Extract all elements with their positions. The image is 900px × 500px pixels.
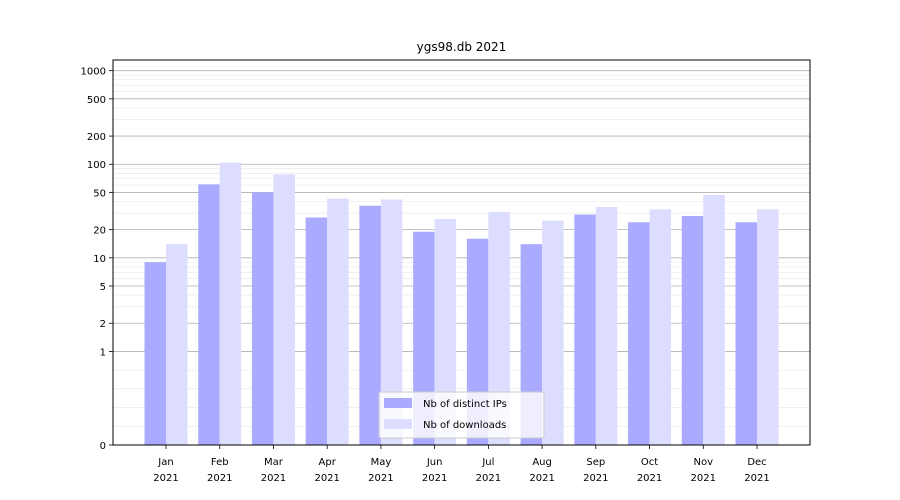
- bar-downloads: [488, 211, 510, 445]
- legend-swatch-downloads: [384, 419, 412, 429]
- bar-distinct-ips: [359, 205, 381, 445]
- x-tick-label-year: 2021: [744, 473, 769, 484]
- x-tick-label-year: 2021: [207, 473, 232, 484]
- x-tick-label-month: Jun: [426, 457, 443, 468]
- y-tick-label: 20: [93, 226, 106, 237]
- bar-downloads: [166, 244, 188, 445]
- y-tick-label: 1000: [81, 67, 106, 78]
- x-tick-label-month: Feb: [211, 457, 229, 468]
- bar-distinct-ips: [305, 217, 328, 445]
- bar-distinct-ips: [251, 192, 274, 445]
- x-tick-label-year: 2021: [153, 473, 178, 484]
- bar-downloads: [434, 218, 457, 445]
- y-tick-label: 200: [87, 132, 106, 143]
- x-tick-label-month: Oct: [641, 457, 658, 468]
- y-tick-label: 100: [87, 160, 106, 171]
- y-tick-label: 50: [93, 188, 106, 199]
- bar-distinct-ips: [681, 215, 704, 445]
- bar-downloads: [542, 220, 564, 445]
- x-tick-label-month: May: [371, 457, 392, 468]
- legend-label-distinct-ips: Nb of distinct IPs: [423, 399, 507, 410]
- x-tick-label-month: Nov: [694, 457, 714, 468]
- plot-frame: [112, 59, 811, 446]
- x-tick-label-month: Sep: [586, 457, 605, 468]
- y-tick-label: 0: [100, 441, 106, 452]
- x-tick-label-month: Aug: [532, 457, 552, 468]
- legend: Nb of distinct IPs Nb of downloads: [378, 391, 545, 439]
- x-axis: Jan 2021 Feb 2021 Mar 2021 Apr 2021 May 2021 Jun 20…: [153, 445, 770, 484]
- x-tick-label-year: 2021: [368, 473, 393, 484]
- legend-box: [378, 391, 545, 439]
- bar-downloads: [595, 206, 618, 445]
- y-tick-label: 500: [87, 95, 106, 106]
- x-tick-label-month: Jan: [157, 457, 173, 468]
- bar-downloads: [273, 174, 295, 445]
- x-tick-label-year: 2021: [529, 473, 554, 484]
- y-tick-label: 5: [100, 282, 106, 293]
- y-tick-label: 2: [100, 319, 106, 330]
- bar-downloads: [380, 199, 403, 445]
- y-tick-label: 1: [100, 347, 106, 358]
- x-tick-label-year: 2021: [691, 473, 716, 484]
- x-tick-label-year: 2021: [637, 473, 662, 484]
- x-tick-label-month: Mar: [264, 457, 284, 468]
- bar-downloads: [219, 162, 242, 445]
- x-tick-label-month: Apr: [319, 457, 337, 468]
- x-tick-label-year: 2021: [314, 473, 339, 484]
- y-axis: 0 1 2 5 10 20 50 100 200 500 1000: [81, 67, 113, 452]
- x-tick-label-month: Jul: [481, 457, 494, 468]
- x-tick-label-year: 2021: [261, 473, 286, 484]
- x-tick-label-month: Dec: [747, 457, 766, 468]
- bar-distinct-ips: [574, 214, 596, 445]
- bar-downloads: [703, 194, 725, 445]
- y-tick-label: 10: [93, 254, 106, 265]
- x-tick-label-year: 2021: [583, 473, 608, 484]
- bar-distinct-ips: [198, 184, 220, 445]
- chart-title: ygs98.db 2021: [417, 40, 507, 54]
- bar-distinct-ips: [735, 222, 757, 445]
- x-tick-label-year: 2021: [476, 473, 501, 484]
- bar-distinct-ips: [628, 222, 650, 445]
- bar-downloads: [649, 209, 672, 445]
- bar-downloads: [757, 209, 779, 445]
- bar-downloads: [327, 198, 349, 445]
- legend-label-downloads: Nb of downloads: [423, 420, 506, 431]
- legend-swatch-distinct-ips: [384, 398, 412, 408]
- x-tick-label-year: 2021: [422, 473, 447, 484]
- bars: [144, 162, 779, 445]
- bar-distinct-ips: [144, 262, 166, 445]
